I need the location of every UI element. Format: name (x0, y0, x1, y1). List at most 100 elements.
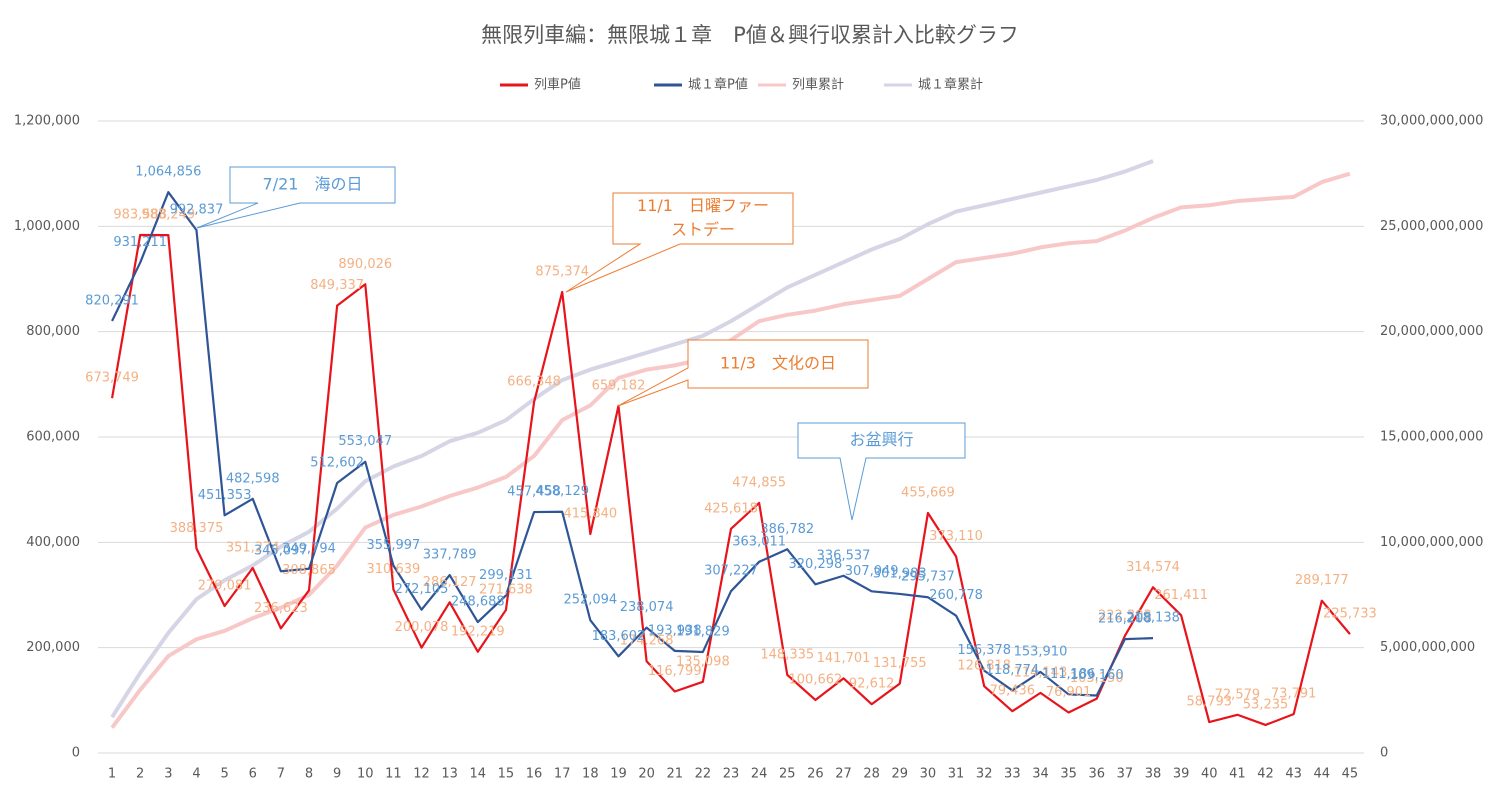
data-label: 279,081 (198, 579, 252, 594)
x-tick-label: 32 (976, 767, 993, 782)
callout-box (196, 166, 396, 229)
data-label: 373,110 (929, 529, 983, 544)
data-label: 425,618 (704, 501, 758, 516)
data-label: 73,791 (1271, 687, 1317, 702)
data-label: 261,411 (1154, 588, 1208, 603)
data-label: 218,138 (1126, 611, 1180, 626)
data-label: 875,374 (535, 264, 589, 279)
x-tick-label: 29 (892, 767, 909, 782)
x-tick-label: 14 (470, 767, 487, 782)
x-tick-label: 18 (582, 767, 599, 782)
data-label: 286,127 (423, 575, 477, 590)
data-label: 141,701 (817, 651, 871, 666)
data-label: 192,219 (451, 624, 505, 639)
legend-label: 城１章累計 (918, 77, 983, 93)
x-tick-label: 19 (610, 767, 627, 782)
data-label: 103,150 (1070, 671, 1124, 686)
data-label: 200,078 (395, 620, 449, 635)
y-tick-label: 1,200,000 (14, 114, 80, 129)
x-tick-label: 10 (357, 767, 374, 782)
data-label: 673,749 (85, 371, 139, 386)
x-tick-label: 8 (305, 767, 313, 782)
data-label: 272,105 (395, 582, 449, 597)
x-tick-label: 13 (441, 767, 458, 782)
data-label: 337,789 (423, 548, 477, 563)
data-label: 474,855 (732, 475, 786, 490)
y2-tick-label: 10,000,000,000 (1380, 535, 1483, 550)
y2-tick-label: 15,000,000,000 (1380, 430, 1483, 445)
data-label: 820,291 (85, 293, 139, 308)
data-label: 79,436 (990, 684, 1036, 699)
y2-tick-label: 0 (1380, 746, 1388, 761)
data-label: 983,249 (141, 208, 195, 223)
callout-text: 7/21 海の日 (263, 175, 363, 194)
data-label: 355,997 (367, 538, 421, 553)
data-label: 271,638 (479, 582, 533, 597)
data-label: 553,047 (338, 434, 392, 449)
callout-text: ストデー (671, 220, 735, 239)
x-tick-label: 3 (164, 767, 172, 782)
data-label: 126,818 (957, 659, 1011, 674)
callout-text: 11/1 日曜ファー (637, 196, 769, 215)
x-tick-label: 6 (249, 767, 257, 782)
data-label: 363,011 (732, 534, 786, 549)
data-label: 193,938 (648, 623, 702, 638)
data-label: 336,537 (817, 548, 871, 563)
x-tick-label: 21 (666, 767, 683, 782)
data-label: 248,688 (451, 595, 505, 610)
data-label: 76,901 (1046, 685, 1092, 700)
callout-box (565, 192, 794, 293)
data-label: 238,074 (620, 600, 674, 615)
x-tick-label: 15 (498, 767, 515, 782)
x-tick-label: 26 (807, 767, 824, 782)
y-tick-label: 0 (72, 746, 80, 761)
x-tick-label: 40 (1201, 767, 1218, 782)
x-tick-label: 37 (1117, 767, 1134, 782)
data-label: 116,799 (648, 664, 702, 679)
y-tick-label: 800,000 (26, 324, 80, 339)
data-label: 931,211 (113, 235, 167, 250)
data-label: 1,064,856 (135, 165, 201, 180)
data-label: 482,598 (226, 471, 280, 486)
x-tick-label: 35 (1060, 767, 1077, 782)
x-tick-label: 11 (385, 767, 402, 782)
data-label: 890,026 (338, 257, 392, 272)
data-label: 308,865 (282, 563, 336, 578)
data-label: 183,602 (592, 629, 646, 644)
x-tick-label: 25 (779, 767, 796, 782)
y2-tick-label: 5,000,000,000 (1380, 640, 1475, 655)
callout-box (617, 339, 869, 407)
y2-tick-label: 30,000,000,000 (1380, 114, 1483, 129)
legend-label: 列車P値 (534, 77, 581, 93)
data-label: 458,129 (535, 484, 589, 499)
data-label: 191,829 (676, 624, 730, 639)
legend-label: 列車累計 (792, 77, 844, 93)
x-tick-label: 4 (192, 767, 200, 782)
x-tick-label: 34 (1032, 767, 1049, 782)
x-tick-label: 39 (1173, 767, 1190, 782)
data-label: 666,348 (507, 375, 561, 390)
data-label: 289,177 (1295, 573, 1349, 588)
x-tick-label: 24 (751, 767, 768, 782)
x-tick-label: 43 (1285, 767, 1302, 782)
x-tick-label: 44 (1314, 767, 1331, 782)
data-label: 512,602 (310, 456, 364, 471)
x-tick-label: 12 (413, 767, 430, 782)
data-label: 72,579 (1215, 687, 1261, 702)
y-tick-label: 200,000 (26, 640, 80, 655)
x-tick-label: 27 (835, 767, 852, 782)
data-label: 118,774 (985, 663, 1039, 678)
chart-title: 無限列車編：無限城１章 P値＆興行収累計入比較グラフ (481, 23, 1019, 47)
x-tick-label: 2 (136, 767, 144, 782)
x-tick-label: 45 (1342, 767, 1359, 782)
data-label: 135,098 (676, 654, 730, 669)
data-label: 307,049 (845, 564, 899, 579)
data-label: 301,983 (873, 566, 927, 581)
data-label: 252,094 (563, 593, 617, 608)
data-label: 100,662 (789, 672, 843, 687)
y2-tick-label: 25,000,000,000 (1380, 219, 1483, 234)
x-tick-label: 1 (108, 767, 116, 782)
callout-text: お盆興行 (849, 430, 913, 449)
